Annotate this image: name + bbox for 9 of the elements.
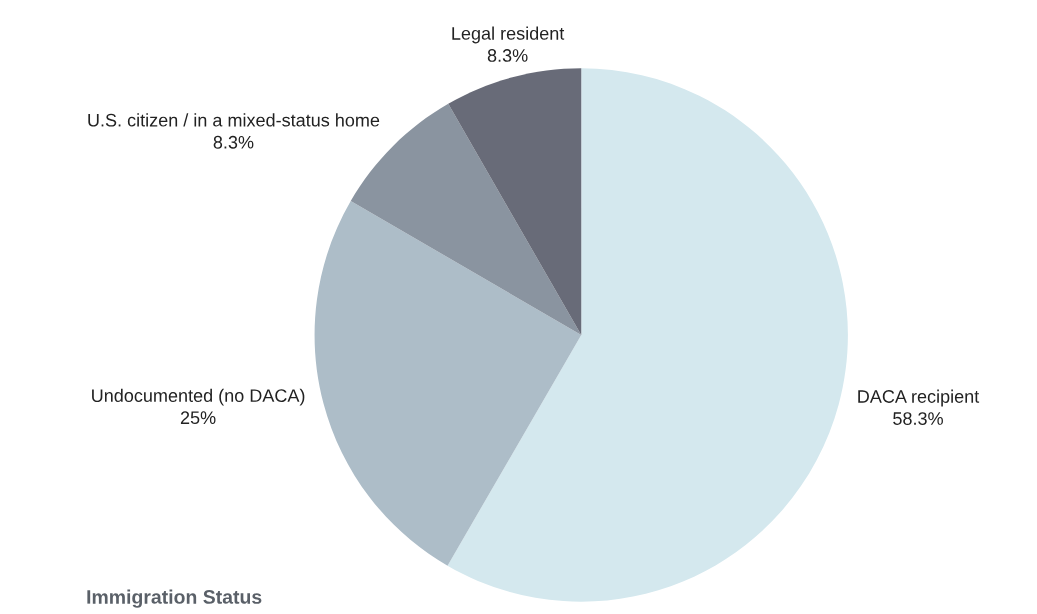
slice-label: DACA recipient: [858, 389, 980, 407]
slice-label: Undocumented (no DACA): [92, 388, 305, 406]
text: Immigration Status: [87, 589, 262, 608]
data-label: 8.3%: [213, 135, 254, 149]
slice-label: U.S. citizen / in a mixed-status home: [88, 113, 380, 127]
data-label: 58.3%: [893, 412, 943, 425]
data-label: 25%: [180, 411, 216, 425]
data-label: 8.3%: [487, 49, 528, 62]
slice-label: Legal resident: [452, 26, 565, 44]
